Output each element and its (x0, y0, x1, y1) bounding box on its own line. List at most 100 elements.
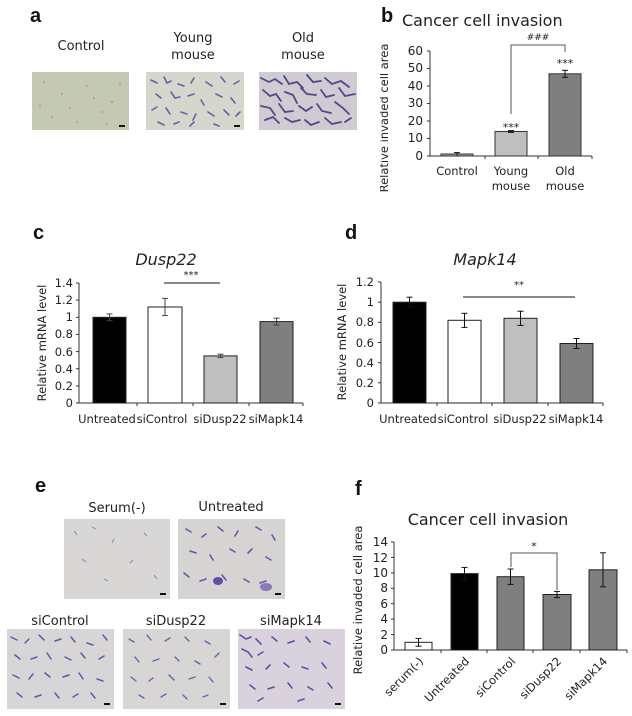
svg-text:12: 12 (373, 551, 388, 565)
scale-bar (275, 593, 281, 595)
svg-text:siMapk14: siMapk14 (562, 654, 611, 703)
chart-d-error-bars (406, 296, 580, 349)
svg-text:serum(-): serum(-) (381, 654, 426, 699)
svg-text:0: 0 (415, 149, 423, 163)
chart-f-yticks: 0 2 4 6 8 10 12 14 (373, 535, 388, 657)
chart-c-error-bars (106, 297, 280, 359)
bar-sicontrol (447, 319, 482, 404)
bar-sicontrol (496, 576, 525, 651)
chart-b-error-bars (454, 69, 568, 156)
svg-text:siControl: siControl (137, 412, 188, 426)
panel-a-label-young: Young mouse (171, 31, 215, 63)
panel-e-label-sidusp22: siDusp22 (145, 614, 207, 629)
chart-b-bracket (510, 44, 566, 114)
svg-text:0.4: 0.4 (356, 356, 374, 370)
scale-bar (234, 125, 240, 127)
svg-text:6: 6 (380, 597, 388, 611)
svg-text:siDusp22: siDusp22 (517, 654, 565, 702)
svg-text:siDusp22: siDusp22 (193, 412, 246, 426)
panel-e-label-serum: Serum(-) (88, 501, 146, 516)
svg-text:20: 20 (408, 114, 423, 128)
micrograph-simapk14-image (238, 629, 345, 709)
bar-sidusp22 (203, 355, 238, 404)
svg-text:Young: Young (493, 164, 528, 178)
svg-text:Untreated: Untreated (78, 412, 136, 426)
svg-text:1.2: 1.2 (55, 293, 73, 307)
micrograph-simapk14 (238, 629, 345, 709)
panel-e-label-sicontrol: siControl (31, 614, 89, 629)
svg-text:1.2: 1.2 (356, 275, 374, 289)
panel-f-letter: f (355, 478, 362, 500)
panel-d-letter: d (345, 222, 358, 244)
svg-text:0.4: 0.4 (55, 362, 73, 376)
panel-e-letter: e (35, 475, 47, 497)
micrograph-old-image (259, 72, 357, 130)
chart-d-title: Mapk14 (453, 250, 516, 269)
panel-e-label-untreated: Untreated (198, 500, 264, 515)
chart-f-title: Cancer cell invasion (408, 510, 569, 529)
scale-bar (220, 703, 226, 705)
svg-text:mouse: mouse (492, 179, 531, 193)
svg-text:Old: Old (555, 164, 575, 178)
bar-sicontrol (147, 306, 183, 404)
bar-untreated (92, 316, 127, 404)
chart-b-xticks: Control Young mouse Old mouse (436, 164, 584, 193)
bar-young-mouse (494, 131, 528, 157)
svg-text:10: 10 (373, 566, 388, 580)
panel-a-letter: a (30, 5, 42, 27)
chart-b-yticks: 0 10 20 30 40 50 60 (408, 44, 423, 163)
bar-sidusp22 (542, 594, 572, 651)
svg-text:0.6: 0.6 (356, 336, 374, 350)
svg-text:0.8: 0.8 (356, 315, 374, 329)
svg-text:50: 50 (408, 61, 423, 75)
chart-d-yticks: 0 0.2 0.4 0.6 0.8 1 1.2 (356, 275, 374, 410)
micrograph-control (32, 72, 129, 130)
chart-b-sig-old: *** (557, 57, 574, 70)
scale-bar (119, 125, 125, 127)
chart-d-sig: ** (514, 280, 524, 291)
svg-text:0: 0 (380, 643, 388, 657)
micrograph-control-image (32, 72, 129, 130)
scale-bar (160, 593, 166, 595)
svg-text:siControl: siControl (438, 412, 489, 426)
svg-text:1: 1 (367, 295, 374, 309)
bar-old-mouse (548, 73, 582, 157)
svg-text:60: 60 (408, 44, 423, 58)
bar-sidusp22 (503, 317, 538, 404)
bar-simapk14 (259, 321, 294, 404)
svg-text:siMapk14: siMapk14 (549, 412, 604, 426)
micrograph-sidusp22-image (123, 629, 230, 709)
svg-text:4: 4 (380, 612, 388, 626)
chart-c-yticks: 0 0.2 0.4 0.6 0.8 1 1.2 1.4 (55, 276, 73, 410)
chart-d-xticks: Untreated siControl siDusp22 siMapk14 (379, 412, 603, 426)
micrograph-serum-image (64, 519, 170, 599)
bar-untreated (392, 301, 427, 404)
svg-text:14: 14 (373, 535, 388, 549)
chart-f-error-bars (415, 552, 606, 647)
chart-f-xticks: serum(-) Untreated siControl siDusp22 si… (381, 654, 610, 705)
chart-d: Mapk14 Relative mRNA level 0 0.2 0.4 0.6… (335, 250, 604, 426)
micrograph-young-image (146, 72, 244, 130)
svg-text:siMapk14: siMapk14 (249, 412, 304, 426)
micrograph-untreated-image (178, 519, 285, 599)
panel-a-label-control: Control (57, 39, 105, 54)
svg-text:0.6: 0.6 (55, 345, 73, 359)
bar-simapk14 (559, 343, 594, 404)
svg-text:0: 0 (66, 396, 73, 410)
svg-text:siControl: siControl (472, 654, 518, 700)
svg-text:2: 2 (380, 628, 388, 642)
chart-d-ylabel: Relative mRNA level (335, 284, 349, 401)
svg-text:1.4: 1.4 (55, 276, 73, 290)
chart-c-ylabel: Relative mRNA level (35, 285, 49, 402)
panel-e-label-simapk14: siMapk14 (260, 614, 322, 629)
micrograph-old-mouse (259, 72, 357, 130)
svg-text:8: 8 (380, 581, 388, 595)
svg-text:Untreated: Untreated (379, 412, 437, 426)
micrograph-sicontrol (7, 629, 114, 709)
svg-text:Untreated: Untreated (421, 654, 472, 705)
scale-bar (104, 703, 110, 705)
chart-c-title: Dusp22 (135, 250, 196, 269)
micrograph-untreated (178, 519, 285, 599)
svg-text:0: 0 (367, 396, 374, 410)
chart-b: Cancer cell invasion Relative invaded ce… (380, 11, 593, 193)
